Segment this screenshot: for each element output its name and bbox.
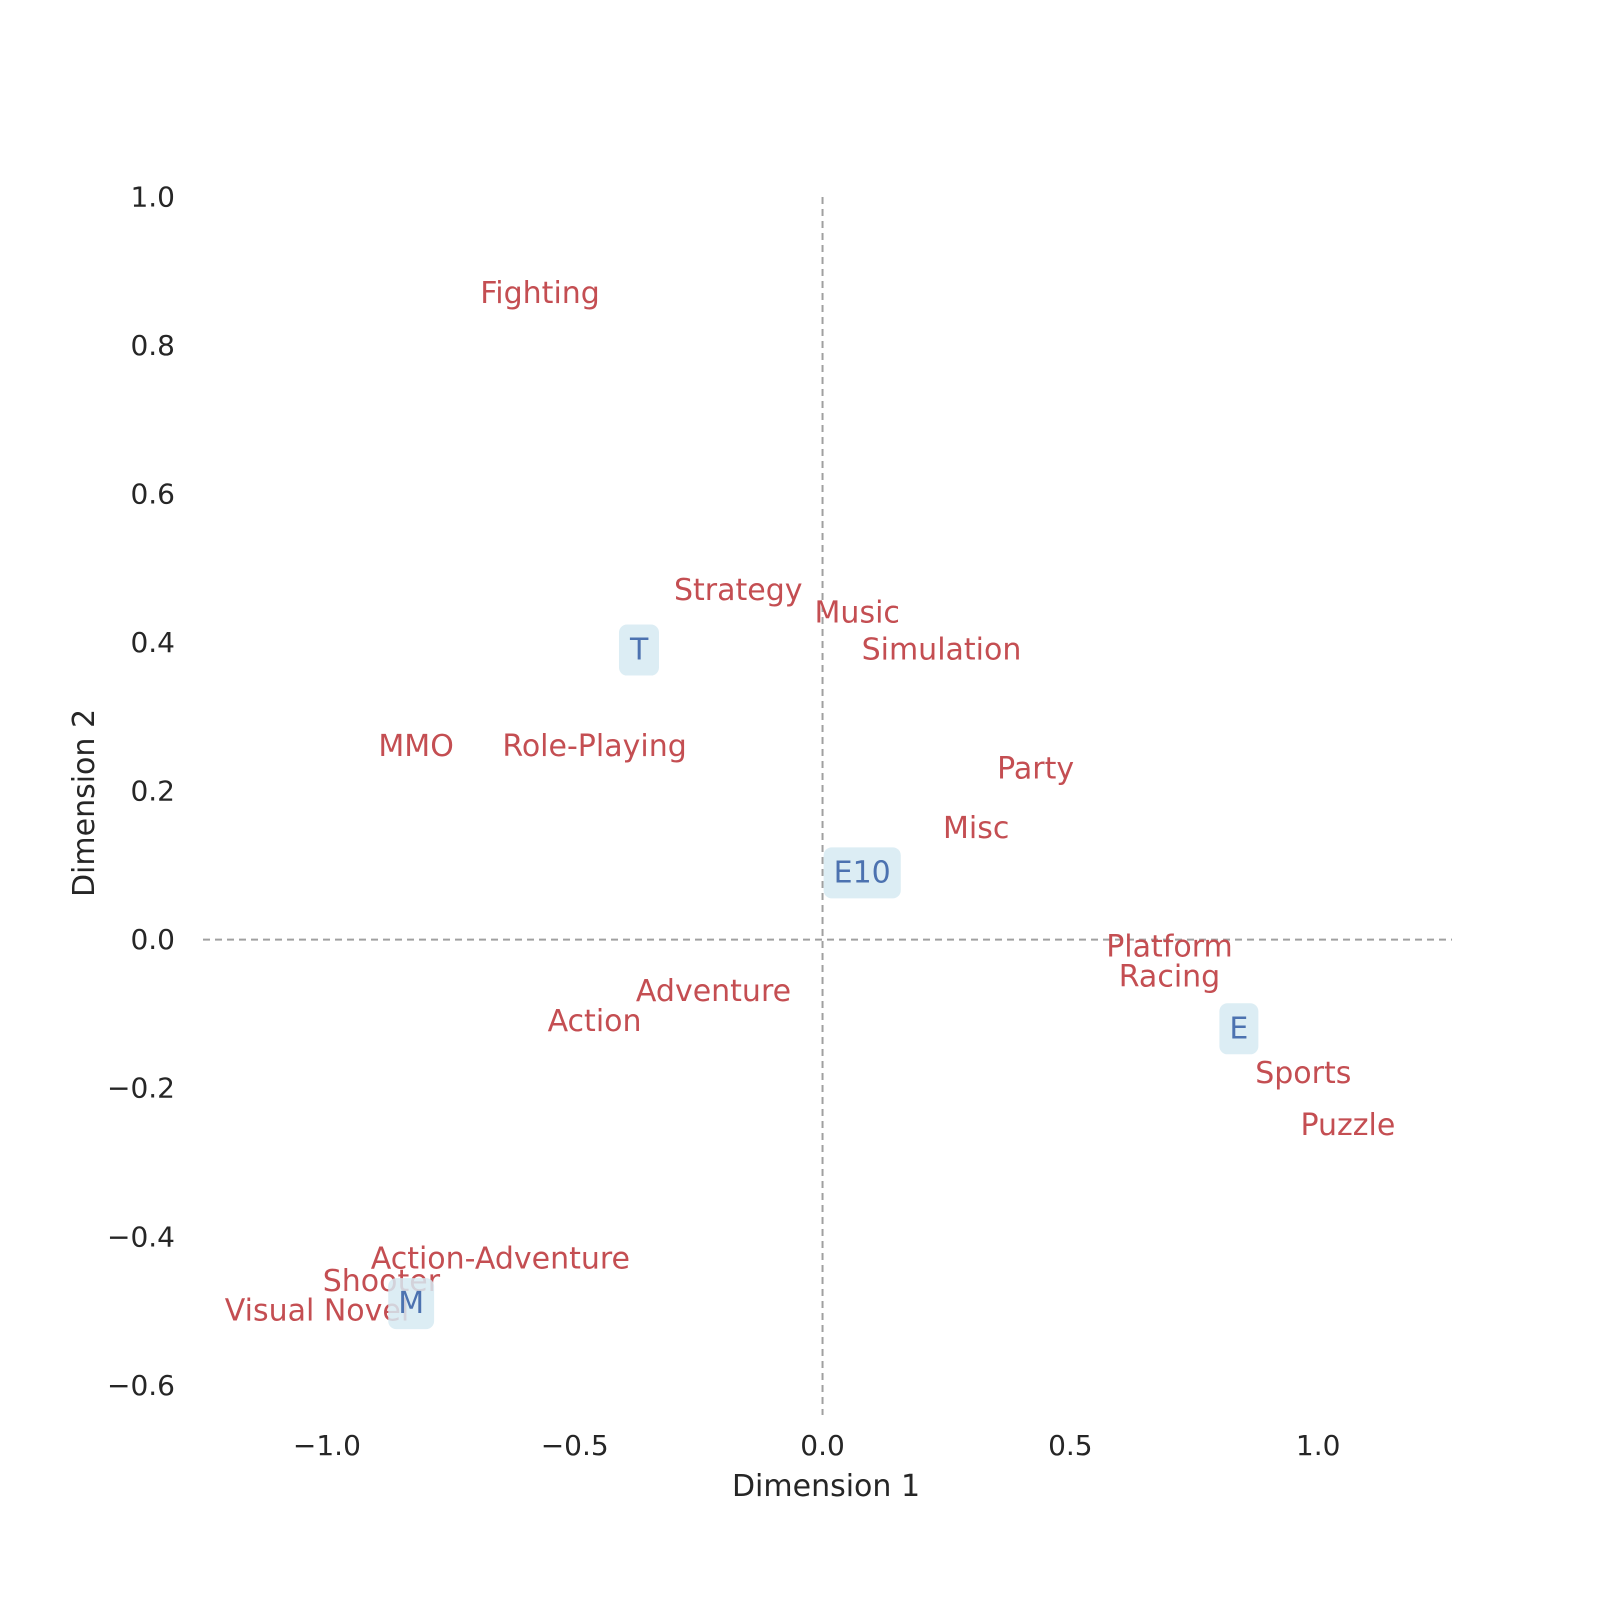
x-tick-label: 1.0: [1296, 1429, 1341, 1462]
genre-point-label: Racing: [1119, 959, 1220, 994]
x-tick-label: −0.5: [541, 1429, 609, 1462]
rating-point-label: E: [1229, 1011, 1248, 1046]
genre-point-label: Action: [548, 1004, 642, 1039]
genre-point-label: Music: [815, 595, 900, 630]
genre-point-label: MMO: [378, 729, 453, 764]
rating-point: T: [618, 624, 659, 676]
y-axis-ticks: −0.6 −0.4 −0.2 0.0 0.2 0.4 0.6 0.8 1.0: [107, 181, 175, 1402]
rating-point-label: T: [629, 633, 649, 668]
rating-label-box: [618, 624, 659, 676]
genre-point-label: Visual Novel: [225, 1294, 409, 1329]
rating-label-box: [823, 847, 901, 899]
y-tick-label: 0.8: [130, 329, 175, 362]
y-tick-label: −0.2: [107, 1072, 175, 1105]
y-tick-label: 0.0: [130, 923, 175, 956]
genre-point-label: Strategy: [674, 573, 803, 608]
reference-lines: [203, 197, 1452, 1415]
x-tick-label: 0.0: [800, 1429, 845, 1462]
rating-point-label: E10: [834, 855, 891, 890]
y-tick-label: −0.4: [107, 1220, 175, 1253]
y-axis-label: Dimension 2: [67, 709, 102, 897]
rating-points: T E10 E M: [388, 624, 1259, 1330]
genre-point-label: Misc: [943, 811, 1009, 846]
rating-point: E: [1219, 1003, 1259, 1055]
y-tick-label: 0.6: [130, 478, 175, 511]
genre-point-label: Puzzle: [1300, 1108, 1395, 1143]
genre-point-label: Action-Adventure: [371, 1242, 630, 1277]
genre-point-label: Fighting: [480, 276, 600, 311]
genre-point-label: Party: [997, 751, 1074, 786]
y-tick-label: 1.0: [130, 181, 175, 214]
rating-point: E10: [823, 847, 901, 899]
genre-point-label: Adventure: [636, 974, 791, 1009]
rating-point: M: [388, 1278, 435, 1330]
rating-point-label: M: [398, 1286, 424, 1321]
genre-point-label: Platform: [1106, 930, 1233, 965]
genre-point-label: Sports: [1255, 1056, 1351, 1091]
rating-label-box: [1219, 1003, 1259, 1055]
y-tick-label: −0.6: [107, 1369, 175, 1402]
genre-point-label: Simulation: [862, 633, 1022, 668]
x-tick-label: −1.0: [293, 1429, 361, 1462]
genre-point-label: Role-Playing: [502, 729, 686, 764]
rating-label-box: [388, 1278, 435, 1330]
x-tick-label: 0.5: [1048, 1429, 1093, 1462]
y-tick-label: 0.2: [130, 775, 175, 808]
x-axis-label: Dimension 1: [732, 1469, 920, 1504]
x-axis-ticks: −1.0 −0.5 0.0 0.5 1.0: [293, 1429, 1341, 1462]
y-tick-label: 0.4: [130, 626, 175, 659]
